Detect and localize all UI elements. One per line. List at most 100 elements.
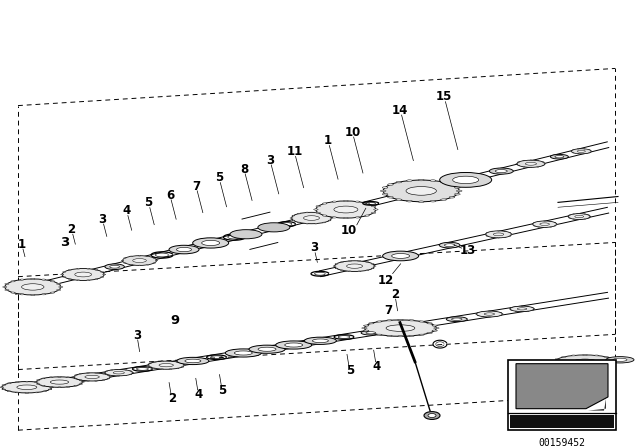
Ellipse shape [441,199,446,200]
Ellipse shape [396,199,402,200]
Ellipse shape [138,255,141,256]
Ellipse shape [335,261,374,271]
Ellipse shape [48,389,52,390]
Ellipse shape [51,380,68,384]
Ellipse shape [364,320,436,336]
Ellipse shape [156,260,158,261]
Ellipse shape [100,276,104,277]
Ellipse shape [409,320,414,321]
Ellipse shape [36,377,83,387]
Ellipse shape [249,345,285,353]
Ellipse shape [476,311,502,317]
Ellipse shape [376,321,382,322]
Ellipse shape [493,233,504,236]
Ellipse shape [371,268,374,269]
Ellipse shape [130,374,132,375]
Ellipse shape [518,165,520,166]
Ellipse shape [347,264,362,268]
Ellipse shape [323,215,327,216]
Ellipse shape [572,355,576,356]
Ellipse shape [444,244,455,246]
Ellipse shape [323,222,326,223]
Ellipse shape [538,221,540,222]
Ellipse shape [138,265,141,266]
Ellipse shape [332,217,337,218]
Ellipse shape [58,376,61,377]
Ellipse shape [344,200,348,202]
Ellipse shape [15,382,19,383]
Ellipse shape [63,271,66,272]
Ellipse shape [428,414,436,418]
Text: 13: 13 [460,244,476,257]
Ellipse shape [86,268,90,269]
Ellipse shape [20,279,24,280]
Ellipse shape [51,292,54,293]
Ellipse shape [328,220,331,221]
Ellipse shape [104,372,106,373]
Ellipse shape [161,361,164,362]
Ellipse shape [454,187,460,188]
Ellipse shape [449,184,455,185]
Ellipse shape [11,292,15,293]
Ellipse shape [419,201,424,202]
Ellipse shape [432,330,437,331]
Ellipse shape [49,377,52,378]
Ellipse shape [323,203,327,204]
Ellipse shape [572,367,576,369]
Ellipse shape [185,359,201,363]
Ellipse shape [419,334,424,335]
Ellipse shape [42,294,45,295]
Ellipse shape [305,223,308,224]
Ellipse shape [118,375,120,376]
Text: 00159452: 00159452 [538,438,586,448]
Polygon shape [522,399,606,411]
Ellipse shape [388,197,394,198]
Ellipse shape [130,256,132,257]
Ellipse shape [323,213,326,214]
Ellipse shape [61,274,64,275]
Ellipse shape [15,392,19,393]
Text: 2: 2 [168,392,176,405]
Ellipse shape [5,289,9,291]
Ellipse shape [111,375,113,376]
Text: 2: 2 [67,223,76,236]
Ellipse shape [100,271,104,272]
Ellipse shape [2,389,6,390]
Text: 8: 8 [240,163,248,176]
Ellipse shape [517,308,527,310]
Ellipse shape [374,209,378,210]
Text: 7: 7 [384,304,392,317]
Ellipse shape [161,369,164,370]
Ellipse shape [554,225,556,226]
Text: 1: 1 [324,134,332,147]
Ellipse shape [42,378,45,379]
Ellipse shape [148,363,151,364]
Ellipse shape [427,323,432,324]
Ellipse shape [328,215,331,216]
Ellipse shape [51,281,54,282]
Ellipse shape [383,251,419,261]
Ellipse shape [510,306,534,312]
Ellipse shape [555,364,559,365]
Ellipse shape [572,149,591,154]
Ellipse shape [561,357,566,358]
Ellipse shape [366,332,376,334]
Ellipse shape [31,294,35,296]
Ellipse shape [79,383,83,384]
Ellipse shape [63,276,66,277]
Ellipse shape [181,366,184,367]
Ellipse shape [382,194,388,195]
Ellipse shape [540,223,550,225]
Ellipse shape [58,387,61,388]
Ellipse shape [35,392,38,393]
Ellipse shape [22,284,44,290]
Ellipse shape [349,271,351,272]
Ellipse shape [364,325,369,326]
Ellipse shape [533,225,535,226]
Ellipse shape [355,217,360,218]
Ellipse shape [594,367,599,369]
Ellipse shape [125,375,127,376]
Ellipse shape [314,209,318,210]
Ellipse shape [484,234,486,235]
Ellipse shape [258,223,290,232]
